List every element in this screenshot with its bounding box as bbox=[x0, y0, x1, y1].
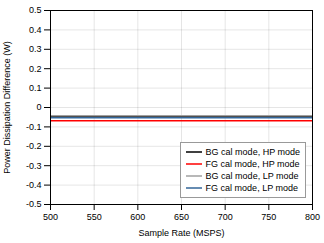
svg-text:0.4: 0.4 bbox=[29, 25, 42, 35]
svg-text:0.2: 0.2 bbox=[29, 64, 42, 74]
svg-text:-0.2: -0.2 bbox=[26, 141, 42, 151]
svg-text:0: 0 bbox=[36, 102, 41, 112]
svg-text:0.5: 0.5 bbox=[29, 5, 42, 15]
html-text:BG cal mode, HP mode: BG cal mode, HP mode bbox=[205, 147, 300, 157]
html-text:FG cal mode, LP mode: FG cal mode, LP mode bbox=[205, 183, 298, 193]
svg-text:-0.5: -0.5 bbox=[26, 199, 42, 209]
svg-text:Sample Rate (MSPS): Sample Rate (MSPS) bbox=[138, 228, 224, 238]
svg-text:550: 550 bbox=[87, 212, 102, 222]
svg-text:0.3: 0.3 bbox=[29, 44, 42, 54]
svg-text:-0.4: -0.4 bbox=[26, 180, 42, 190]
svg-text:750: 750 bbox=[261, 212, 276, 222]
svg-text:650: 650 bbox=[174, 212, 189, 222]
html-text:FG cal mode, HP mode: FG cal mode, HP mode bbox=[205, 159, 300, 169]
svg-text:700: 700 bbox=[218, 212, 233, 222]
svg-text:800: 800 bbox=[305, 212, 320, 222]
svg-text:600: 600 bbox=[130, 212, 145, 222]
svg-text:-0.1: -0.1 bbox=[26, 122, 42, 132]
html-text:BG cal mode, LP mode: BG cal mode, LP mode bbox=[205, 171, 299, 181]
svg-text:0.1: 0.1 bbox=[29, 83, 42, 93]
svg-text:500: 500 bbox=[43, 212, 58, 222]
svg-text:Power Dissipation Difference (: Power Dissipation Difference (W) bbox=[2, 41, 12, 173]
svg-text:-0.3: -0.3 bbox=[26, 161, 42, 171]
